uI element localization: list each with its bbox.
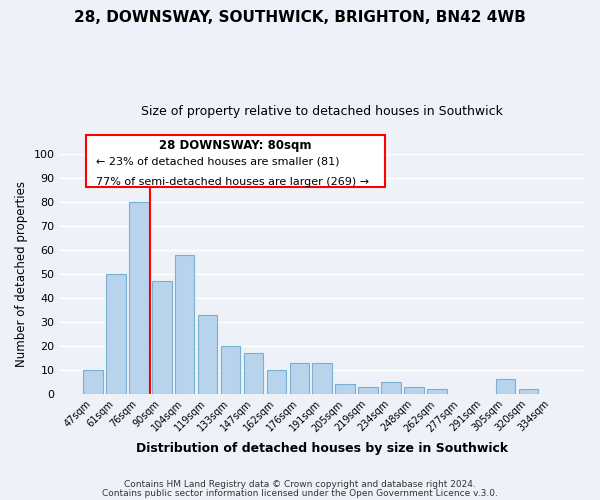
Bar (266, 370, 286, 394)
Bar (175, 254, 194, 394)
Text: 77% of semi-detached houses are larger (269) →: 77% of semi-detached houses are larger (… (96, 176, 370, 186)
Bar (519, 389, 538, 394)
Text: 28, DOWNSWAY, SOUTHWICK, BRIGHTON, BN42 4WB: 28, DOWNSWAY, SOUTHWICK, BRIGHTON, BN42 … (74, 10, 526, 25)
Bar (358, 386, 378, 394)
Bar (496, 380, 515, 394)
Bar (404, 386, 424, 394)
FancyBboxPatch shape (86, 134, 385, 188)
X-axis label: Distribution of detached houses by size in Southwick: Distribution of detached houses by size … (136, 442, 508, 455)
Title: Size of property relative to detached houses in Southwick: Size of property relative to detached ho… (141, 105, 503, 118)
Bar (381, 382, 401, 394)
Bar (198, 314, 217, 394)
Bar (313, 362, 332, 394)
Bar (290, 362, 309, 394)
Text: Contains HM Land Registry data © Crown copyright and database right 2024.: Contains HM Land Registry data © Crown c… (124, 480, 476, 489)
Bar (221, 346, 240, 394)
Bar (83, 370, 103, 394)
Text: 28 DOWNSWAY: 80sqm: 28 DOWNSWAY: 80sqm (159, 140, 312, 152)
Y-axis label: Number of detached properties: Number of detached properties (15, 181, 28, 367)
Text: ← 23% of detached houses are smaller (81): ← 23% of detached houses are smaller (81… (96, 156, 340, 166)
Bar (244, 353, 263, 394)
Bar (152, 281, 172, 394)
Bar (427, 389, 446, 394)
Bar (335, 384, 355, 394)
Bar (106, 274, 126, 394)
Text: Contains public sector information licensed under the Open Government Licence v.: Contains public sector information licen… (102, 488, 498, 498)
Bar (129, 202, 149, 394)
